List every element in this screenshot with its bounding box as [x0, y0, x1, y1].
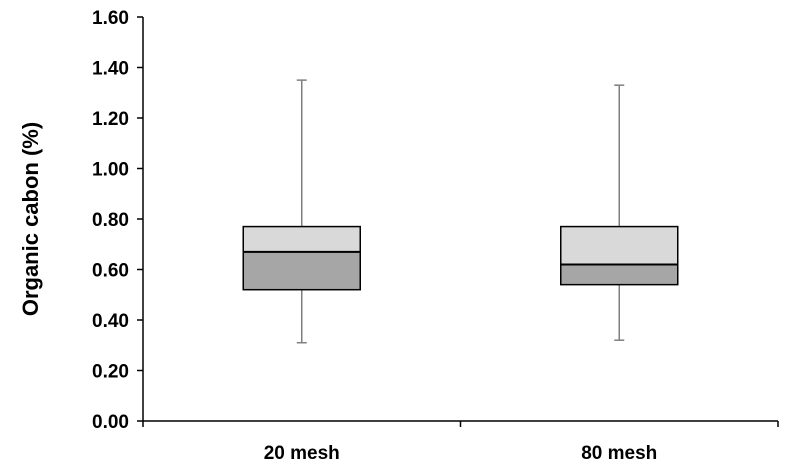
y-tick-label: 1.40 [92, 59, 129, 80]
lower-box [242, 251, 361, 291]
y-tick-label: 0.80 [92, 210, 129, 231]
y-axis-ticks: 0.00 0.20 0.40 0.60 0.80 1.00 1.20 1.40 1.60 [92, 8, 143, 433]
y-tick-label: 0.00 [92, 412, 129, 433]
lower-box [560, 263, 679, 286]
x-tick-label: 80 mesh [581, 443, 657, 464]
y-tick-label: 0.40 [92, 311, 129, 332]
y-axis-title: Organic cabon (%) [18, 122, 43, 316]
box-1 [242, 79, 361, 344]
y-tick-label: 0.60 [92, 261, 129, 282]
y-tick-label: 0.20 [92, 362, 129, 383]
axes [142, 17, 778, 422]
box-2 [560, 84, 679, 341]
upper-box [560, 225, 679, 266]
x-axis-ticks: 20 mesh 80 mesh [142, 421, 779, 464]
y-tick-label: 1.00 [92, 160, 129, 181]
y-tick-label: 1.60 [92, 8, 129, 29]
upper-box [242, 225, 361, 253]
box-series [242, 79, 679, 344]
x-tick-label: 20 mesh [264, 443, 340, 464]
y-tick-label: 1.20 [92, 109, 129, 130]
